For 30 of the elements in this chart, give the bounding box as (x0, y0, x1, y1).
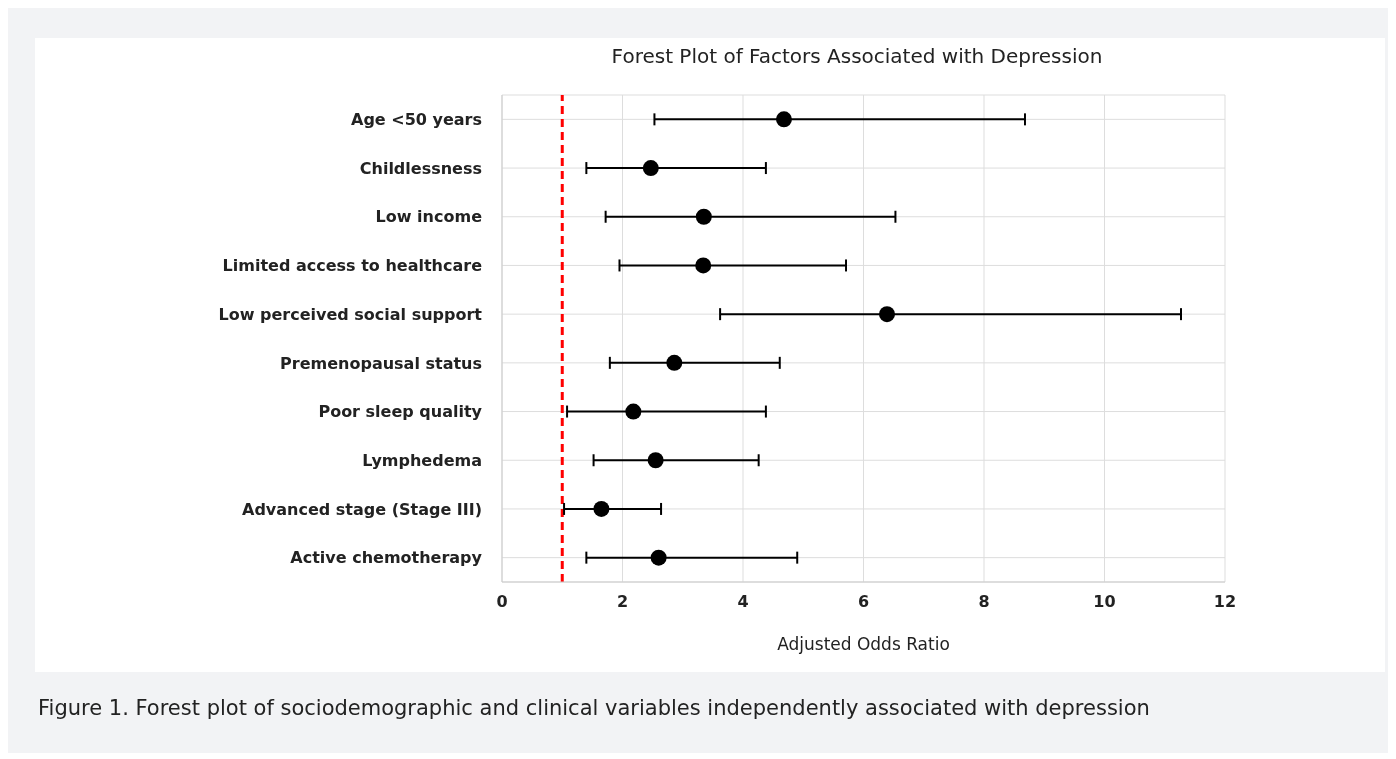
point (879, 306, 895, 323)
x-tick-label: 10 (1093, 592, 1116, 612)
chart-title: Forest Plot of Factors Associated with Depression (610, 44, 1104, 68)
y-tick-label: Active chemotherapy (290, 548, 483, 568)
y-tick-label: Limited access to healthcare (222, 256, 483, 276)
y-tick-label: Premenopausal status (280, 353, 482, 373)
point (625, 403, 642, 420)
point (695, 257, 712, 274)
x-tick-label: 8 (978, 592, 990, 612)
point (642, 160, 659, 177)
y-tick-label: Advanced stage (Stage III) (242, 499, 482, 519)
caption: Figure 1. Forest plot of sociodemographic and clinical variables independently associated with depression (38, 696, 1150, 720)
y-tick-label: Poor sleep quality (318, 402, 483, 422)
point (695, 208, 712, 225)
x-tick-label: 12 (1213, 592, 1237, 612)
point (666, 354, 683, 371)
x-tick-label: 2 (616, 592, 629, 612)
x-tick-label: 0 (496, 592, 508, 612)
point (647, 452, 664, 469)
point (775, 111, 792, 128)
x-tick-label: 4 (737, 592, 749, 612)
y-tick-label: Low perceived social support (218, 304, 483, 324)
y-tick-label: Age <50 years (351, 110, 482, 130)
y-tick-label: Childlessness (359, 158, 482, 178)
point (593, 500, 610, 517)
x-tick-label: 6 (857, 592, 870, 612)
point (650, 549, 667, 566)
x-axis-title: Adjusted Odds Ratio (777, 634, 950, 654)
y-tick-label: Lymphedema (362, 450, 482, 470)
y-tick-label: Low income (375, 207, 483, 227)
